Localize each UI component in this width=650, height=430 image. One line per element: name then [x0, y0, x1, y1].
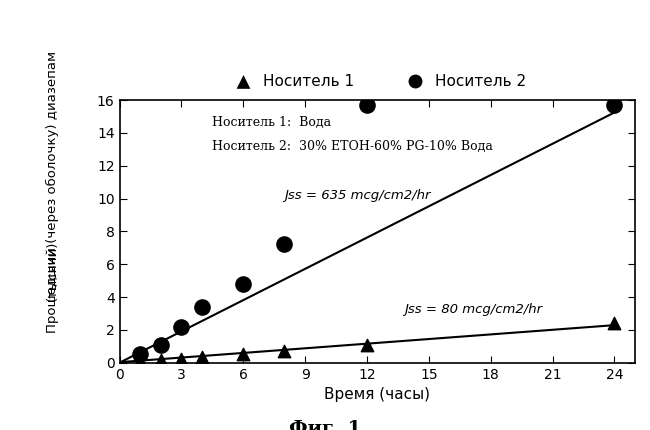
Text: Носитель 1:  Вода: Носитель 1: Вода: [213, 116, 332, 129]
Text: Jss = 80 mcg/cm2/hr: Jss = 80 mcg/cm2/hr: [404, 303, 542, 316]
X-axis label: Время (часы): Время (часы): [324, 387, 430, 402]
Point: [280, 241, 290, 248]
Point: [197, 304, 207, 310]
Point: [238, 280, 248, 287]
Point: [135, 350, 146, 357]
Point: [176, 355, 187, 362]
Text: Фиг. 1: Фиг. 1: [289, 420, 361, 430]
Point: [135, 358, 146, 365]
Point: [362, 341, 372, 348]
Point: [155, 341, 166, 348]
Point: [362, 101, 372, 108]
Legend: Носитель 1, Носитель 2: Носитель 1, Носитель 2: [222, 68, 532, 95]
Point: [197, 353, 207, 360]
Point: [238, 351, 248, 358]
Text: Носитель 2:  30% ETOH-60% PG-10% Вода: Носитель 2: 30% ETOH-60% PG-10% Вода: [213, 139, 493, 152]
Point: [280, 348, 290, 355]
Point: [176, 323, 187, 330]
Text: Jss = 635 mcg/cm2/hr: Jss = 635 mcg/cm2/hr: [285, 189, 431, 202]
Text: Прошедший (через оболочку) диазепам: Прошедший (через оболочку) диазепам: [46, 51, 59, 333]
Text: (тысячи): (тысячи): [46, 240, 59, 301]
Point: [609, 320, 619, 327]
Point: [609, 101, 619, 108]
Point: [155, 357, 166, 364]
